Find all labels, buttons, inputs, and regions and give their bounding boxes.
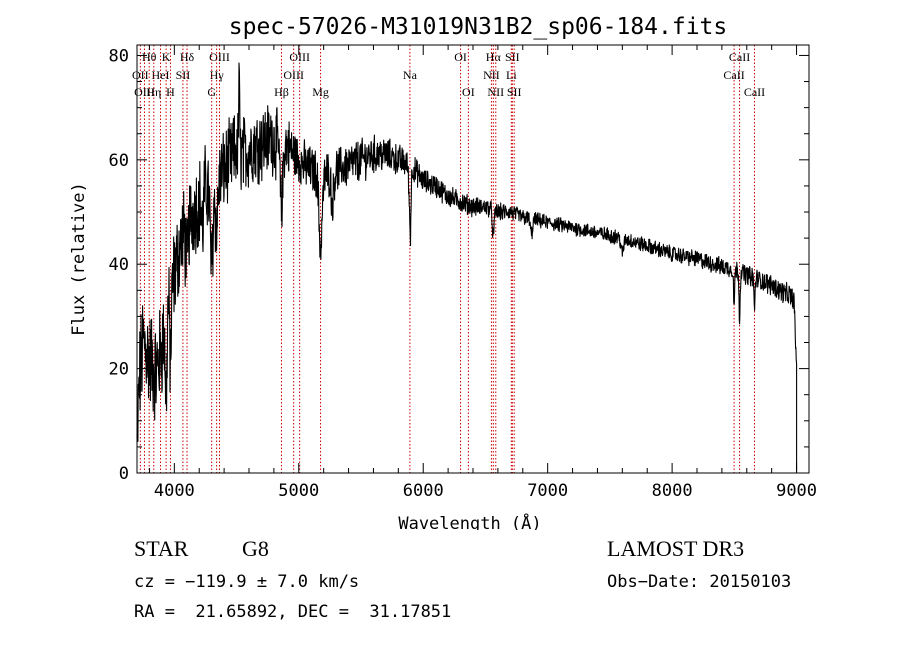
object-class: STAR <box>134 536 189 561</box>
x-tick-label-0: 4000 <box>154 481 195 501</box>
marker-label-27: CaII <box>744 85 765 99</box>
marker-label-21: NII <box>487 85 504 99</box>
y-tick-label-1: 20 <box>109 360 129 380</box>
x-tick-label-5: 9000 <box>776 481 817 501</box>
marker-label-11: G <box>207 85 216 99</box>
marker-label-2: OIII <box>134 85 155 99</box>
marker-label-18: OI <box>462 85 475 99</box>
marker-label-10: Hγ <box>210 68 225 82</box>
marker-label-1: OII <box>132 68 149 82</box>
marker-label-23: Li <box>506 68 517 82</box>
survey-name: LAMOST DR3 <box>607 536 745 561</box>
spectrum-line <box>136 62 798 472</box>
marker-label-17: OI <box>454 50 467 64</box>
axis-ticks: 4000 5000 6000 7000 8000 9000 0 20 40 60 80 <box>109 45 817 501</box>
x-tick-label-3: 7000 <box>527 481 568 501</box>
marker-label-22: SII <box>505 50 520 64</box>
y-tick-label-4: 80 <box>109 46 129 66</box>
marker-label-12: OIII <box>289 50 310 64</box>
marker-label-4: HeI <box>152 68 170 82</box>
marker-label-25: CaII <box>729 50 750 64</box>
spectrum-chart: spec-57026-M31019N31B2_sp06-184.fits Hθ O… <box>69 14 817 530</box>
marker-label-14: Hβ <box>274 85 289 99</box>
sky-coordinates: RA = 21.65892, DEC = 31.17851 <box>134 602 452 622</box>
marker-label-24: SII <box>507 85 522 99</box>
marker-label-0: Hθ <box>142 50 157 64</box>
x-tick-label-2: 6000 <box>403 481 444 501</box>
marker-label-15: Mg <box>312 85 329 99</box>
x-tick-label-1: 5000 <box>278 481 319 501</box>
marker-label-5: Hη <box>146 85 161 99</box>
object-subclass: G8 <box>242 536 269 561</box>
y-tick-label-3: 60 <box>109 151 129 171</box>
marker-label-3: K <box>162 50 171 64</box>
redshift-velocity: cz = −119.9 ± 7.0 km/s <box>134 572 360 592</box>
marker-label-9: OIII <box>209 50 230 64</box>
marker-label-13: OIII <box>283 68 304 82</box>
y-tick-label-2: 40 <box>109 255 129 275</box>
y-tick-label-0: 0 <box>119 464 129 484</box>
marker-label-7: SII <box>176 68 191 82</box>
marker-label-20: NII <box>483 68 500 82</box>
marker-label-26: CaII <box>723 68 744 82</box>
y-axis-label: Flux (relative) <box>69 182 89 336</box>
marker-label-6: Hδ <box>180 50 195 64</box>
x-tick-label-4: 8000 <box>652 481 693 501</box>
chart-title: spec-57026-M31019N31B2_sp06-184.fits <box>229 14 728 40</box>
x-axis-label: Wavelength (Å) <box>398 512 541 530</box>
marker-label-8: H <box>166 85 175 99</box>
observation-date: Obs−Date: 20150103 <box>607 572 792 592</box>
marker-label-19: Hα <box>486 50 502 64</box>
marker-label-16: Na <box>403 68 418 82</box>
